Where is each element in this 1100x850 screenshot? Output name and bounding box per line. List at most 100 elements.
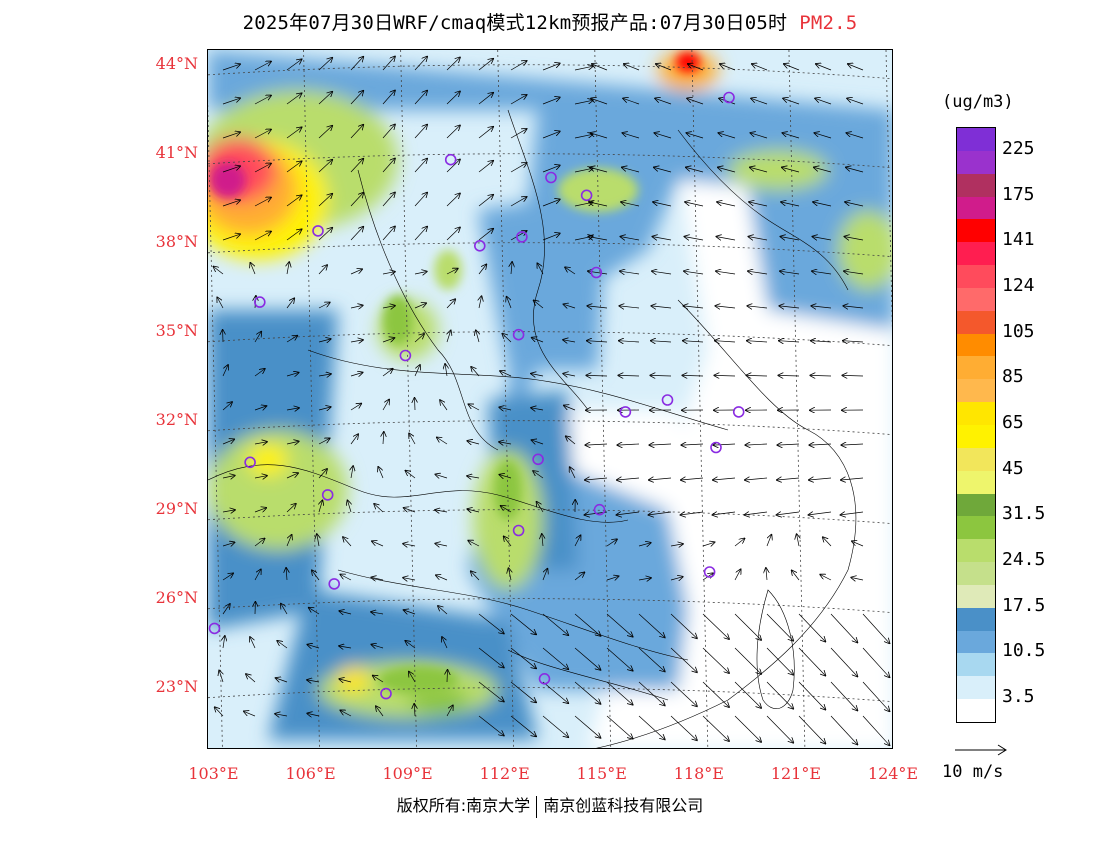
legend-label: 124: [1002, 274, 1035, 296]
wind-arrow: [350, 373, 363, 377]
city-marker: [532, 453, 544, 466]
wind-arrow: [471, 367, 480, 377]
wind-arrow: [502, 334, 512, 343]
wind-arrow: [654, 167, 672, 173]
wind-arrow: [542, 165, 560, 173]
wind-arrow: [510, 197, 527, 207]
wind-arrow: [222, 365, 228, 377]
wind-arrow: [350, 91, 363, 105]
wind-arrow: [534, 301, 544, 309]
wind-arrow: [446, 160, 460, 173]
lat-label: 32°N: [155, 409, 198, 429]
city-markers: [208, 91, 745, 700]
wind-arrow: [606, 539, 617, 547]
wind-arrow: [638, 578, 651, 580]
wind-arrow: [681, 512, 704, 515]
wind-arrow: [842, 375, 864, 376]
wind-arrow: [478, 715, 504, 736]
wind-arrow: [621, 237, 640, 240]
wind-arrow: [254, 442, 267, 444]
wind-arrow: [309, 608, 320, 615]
wind-arrow: [734, 681, 761, 708]
wind-arrow: [318, 126, 332, 139]
wind-arrow: [318, 374, 331, 376]
wind-arrow: [446, 706, 453, 717]
wind-arrow: [782, 167, 800, 173]
wind-arrow: [404, 610, 416, 614]
wind-arrow: [215, 707, 224, 717]
wind-arrow: [318, 228, 332, 241]
wind-arrow: [350, 305, 363, 308]
wind-arrow: [318, 407, 331, 410]
wind-arrow: [509, 568, 512, 581]
wind-arrow: [446, 92, 460, 105]
wind-arrow: [382, 193, 395, 207]
wind-arrow: [749, 237, 768, 240]
wind-arrow: [687, 133, 704, 139]
wind-arrow: [843, 341, 864, 342]
wind-arrow: [670, 715, 697, 740]
wind-arrow: [318, 438, 330, 445]
legend-swatch: [957, 287, 995, 311]
wind-arrow: [436, 474, 448, 478]
wind-arrow: [414, 159, 427, 173]
wind-arrow: [478, 161, 493, 173]
wind-arrow: [318, 303, 330, 309]
lon-grid-line: [885, 50, 892, 331]
wind-arrow: [478, 647, 504, 668]
lon-label: 112°E: [479, 764, 530, 783]
legend-swatch: [957, 493, 995, 517]
wind-arrow: [371, 612, 384, 614]
wind-arrow: [446, 126, 460, 139]
wind-arrow: [339, 679, 352, 682]
wind-arrow: [622, 167, 640, 173]
wind-arrow: [745, 444, 768, 445]
wind-arrow: [414, 704, 415, 717]
wind-arrow: [714, 375, 736, 376]
wind-arrow: [734, 569, 741, 581]
wind-arrow: [382, 338, 394, 342]
wind-arrow: [478, 681, 504, 702]
wind-arrow: [702, 542, 714, 546]
wind-arrow: [655, 133, 672, 139]
wind-arrow: [717, 237, 736, 240]
wind-arrow: [574, 715, 600, 738]
legend-swatch: [957, 539, 995, 563]
wind-arrow: [781, 202, 800, 207]
wind-arrow: [307, 713, 320, 716]
wind-arrow: [478, 59, 493, 71]
wind-arrow: [617, 512, 640, 515]
wind-arrow: [478, 265, 486, 275]
city-marker: [512, 328, 525, 341]
wind-arrow: [650, 375, 672, 376]
legend-swatch: [957, 402, 995, 425]
legend-swatch: [957, 424, 995, 448]
wind-arrow: [343, 537, 352, 547]
wind-arrow: [734, 715, 761, 742]
wind-arrow: [254, 96, 271, 105]
wind-arrow: [684, 271, 704, 274]
wind-arrow: [816, 64, 832, 71]
wind-arrow: [681, 478, 704, 480]
wind-arrow: [574, 535, 581, 547]
wind-reference-arrow: [955, 744, 1007, 756]
wind-arrow: [649, 444, 672, 445]
city-marker: [444, 153, 457, 166]
wind-arrow: [286, 408, 299, 410]
wind-arrow: [811, 341, 832, 342]
wind-arrow: [591, 98, 608, 105]
wind-arrow: [851, 578, 864, 581]
wind-arrow: [749, 202, 768, 207]
wind-arrow: [414, 303, 426, 309]
wind-arrow: [286, 504, 296, 513]
wind-arrow: [339, 611, 352, 614]
wind-arrow: [414, 272, 427, 275]
wind-arrow: [847, 133, 864, 139]
wind-arrow: [570, 467, 576, 479]
wind-arrow: [811, 306, 832, 308]
title-pollutant: PM2.5: [799, 12, 858, 34]
wind-arrow: [254, 476, 267, 478]
wind-arrow: [746, 375, 768, 376]
map-panel[interactable]: [207, 49, 893, 749]
wind-arrow: [718, 167, 736, 173]
